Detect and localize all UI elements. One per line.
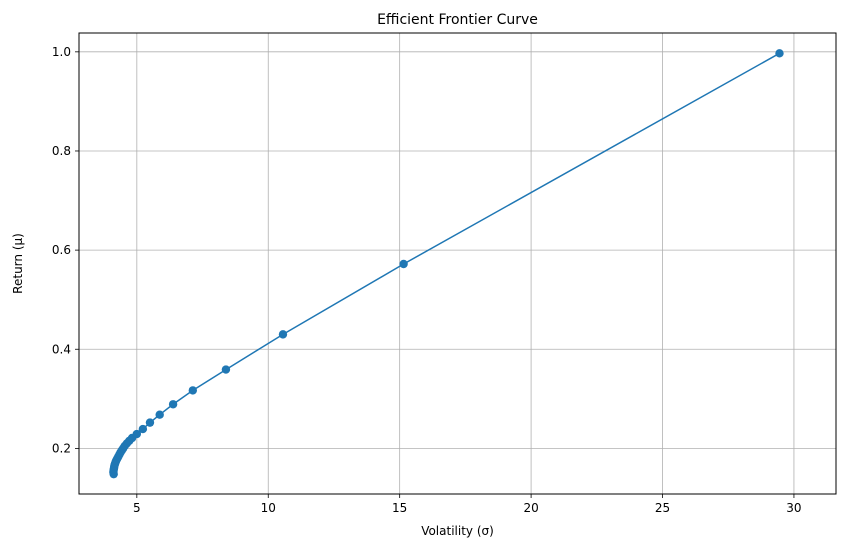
data-point <box>155 410 164 419</box>
data-point <box>188 386 198 395</box>
x-tick-label: 15 <box>392 501 407 515</box>
x-tick-label: 20 <box>523 501 538 515</box>
data-point <box>132 429 142 439</box>
chart-title: Efficient Frontier Curve <box>377 12 538 28</box>
y-axis-ticks: 0.2 0.4 0.6 0.8 1.0 <box>52 45 79 455</box>
y-tick-label: 0.8 <box>52 144 71 158</box>
y-tick-label: 0.4 <box>52 342 71 356</box>
data-point <box>168 400 178 409</box>
y-tick-label: 1.0 <box>52 45 71 59</box>
x-tick-label: 5 <box>133 501 141 515</box>
x-axis-ticks: 5 10 15 20 25 30 <box>133 494 802 515</box>
data-point <box>278 330 288 339</box>
axes-frame <box>78 32 837 495</box>
data-point <box>138 424 148 434</box>
data-point <box>221 365 231 374</box>
plot-area <box>109 49 784 479</box>
data-point <box>399 259 408 269</box>
y-tick-label: 0.2 <box>52 441 71 455</box>
y-tick-label: 0.6 <box>52 243 71 257</box>
x-tick-label: 10 <box>261 501 276 515</box>
x-tick-label: 30 <box>786 501 801 515</box>
grid-lines <box>79 33 836 494</box>
x-tick-label: 25 <box>655 501 670 515</box>
x-axis-label: Volatility (σ) <box>421 524 494 538</box>
data-point <box>775 49 784 58</box>
y-axis-label: Return (μ) <box>11 233 25 294</box>
data-point <box>145 418 155 427</box>
